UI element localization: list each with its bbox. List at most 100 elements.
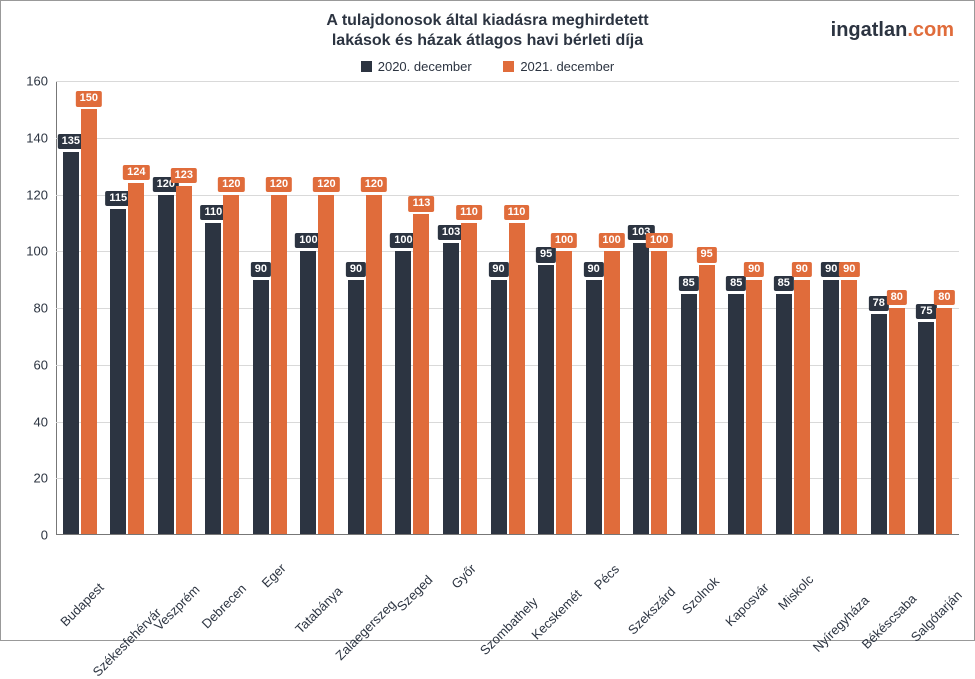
bar-group: 8590 [721, 81, 769, 535]
bar: 85 [681, 294, 697, 535]
bar-value-label: 90 [839, 262, 859, 277]
x-label-cell: Székesfehérvár [104, 535, 152, 640]
bar-group: 103100 [626, 81, 674, 535]
bar: 95 [699, 265, 715, 535]
chart-title: A tulajdonosok által kiadásra meghirdete… [1, 1, 974, 51]
bar: 90 [841, 280, 857, 535]
x-label-cell: Eger [246, 535, 294, 640]
bar: 100 [300, 251, 316, 535]
bar-group: 95100 [531, 81, 579, 535]
bar-value-label: 150 [76, 91, 102, 106]
bar-value-label: 85 [679, 276, 699, 291]
bar: 110 [205, 223, 221, 535]
x-label-cell: Szolnok [674, 535, 722, 640]
bar-group: 8595 [674, 81, 722, 535]
bar-value-label: 90 [488, 262, 508, 277]
chart-title-line2: lakások és házak átlagos havi bérleti dí… [1, 31, 974, 51]
x-label-cell: Szombathely [484, 535, 532, 640]
bar: 90 [491, 280, 507, 535]
bar-value-label: 95 [697, 247, 717, 262]
bar-group: 120123 [151, 81, 199, 535]
x-label-cell: Kecskemét [531, 535, 579, 640]
bar: 90 [823, 280, 839, 535]
bar: 120 [271, 195, 287, 536]
bar: 120 [366, 195, 382, 536]
x-label-cell: Miskolc [769, 535, 817, 640]
bar-value-label: 90 [251, 262, 271, 277]
bar-value-label: 110 [200, 205, 226, 220]
bar-value-label: 90 [792, 262, 812, 277]
legend-swatch-0 [361, 61, 372, 72]
bar-value-label: 120 [313, 177, 339, 192]
legend-label-0: 2020. december [378, 59, 472, 74]
bar-group: 90120 [341, 81, 389, 535]
bar: 103 [633, 243, 649, 535]
bar: 150 [81, 109, 97, 535]
bar-value-label: 90 [583, 262, 603, 277]
x-label-cell: Debrecen [199, 535, 247, 640]
bar: 113 [413, 214, 429, 535]
bar-group: 7880 [864, 81, 912, 535]
y-tick-label: 20 [34, 471, 48, 486]
legend-swatch-1 [503, 61, 514, 72]
bar: 78 [871, 314, 887, 535]
bar: 100 [604, 251, 620, 535]
bar-value-label: 75 [916, 304, 936, 319]
legend-item-1: 2021. december [503, 59, 614, 74]
x-label-cell: Nyíregyháza [817, 535, 865, 640]
x-label-cell: Szekszárd [626, 535, 674, 640]
bar: 90 [253, 280, 269, 535]
bar-group: 110120 [199, 81, 247, 535]
plot-area: 020406080100120140160 135150115124120123… [56, 81, 959, 535]
bar-value-label: 120 [266, 177, 292, 192]
bar-group: 90 110 [484, 81, 532, 535]
bar: 120 [158, 195, 174, 536]
bar-value-label: 110 [504, 205, 530, 220]
y-tick-label: 60 [34, 357, 48, 372]
bar-group: 90100 [579, 81, 627, 535]
chart-container: A tulajdonosok által kiadásra meghirdete… [0, 0, 975, 641]
bar-group: 100 120 [294, 81, 342, 535]
bar: 115 [110, 209, 126, 535]
bar: 80 [889, 308, 905, 535]
bar: 95 [538, 265, 554, 535]
bar: 100 [556, 251, 572, 535]
bar-value-label: 120 [361, 177, 387, 192]
brand-suffix: .com [907, 19, 954, 41]
bar-value-label: 85 [774, 276, 794, 291]
bar: 90 [794, 280, 810, 535]
bar: 90 [348, 280, 364, 535]
bar-group: 7580 [912, 81, 960, 535]
bar: 80 [936, 308, 952, 535]
bar-group: 90120 [246, 81, 294, 535]
y-tick-label: 0 [41, 528, 48, 543]
bars-area: 1351501151241201231101209012010012090120… [56, 81, 959, 535]
bar-value-label: 80 [934, 290, 954, 305]
bar: 90 [586, 280, 602, 535]
bar: 110 [461, 223, 477, 535]
bar-value-label: 100 [598, 233, 624, 248]
x-label-cell: Tatabánya [294, 535, 342, 640]
bar: 90 [746, 280, 762, 535]
brand-logo: ingatlan.com [831, 19, 954, 42]
bar-value-label: 115 [105, 191, 131, 206]
bar: 124 [128, 183, 144, 535]
legend-item-0: 2020. december [361, 59, 472, 74]
bar: 100 [651, 251, 667, 535]
y-tick-label: 100 [26, 244, 48, 259]
y-tick-label: 140 [26, 130, 48, 145]
bar-value-label: 85 [726, 276, 746, 291]
x-label-cell: Salgótarján [912, 535, 960, 640]
bar-value-label: 100 [551, 233, 577, 248]
bar-group: 135150 [56, 81, 104, 535]
bar: 123 [176, 186, 192, 535]
x-label-cell: Budapest [56, 535, 104, 640]
x-label-cell: Veszprém [151, 535, 199, 640]
x-label-cell: Pécs [579, 535, 627, 640]
x-axis-labels: BudapestSzékesfehérvárVeszprémDebrecenEg… [56, 535, 959, 640]
bar: 135 [63, 152, 79, 535]
bar-value-label: 123 [171, 168, 197, 183]
y-tick-label: 80 [34, 301, 48, 316]
x-label-cell: Békéscsaba [864, 535, 912, 640]
y-tick-label: 160 [26, 74, 48, 89]
